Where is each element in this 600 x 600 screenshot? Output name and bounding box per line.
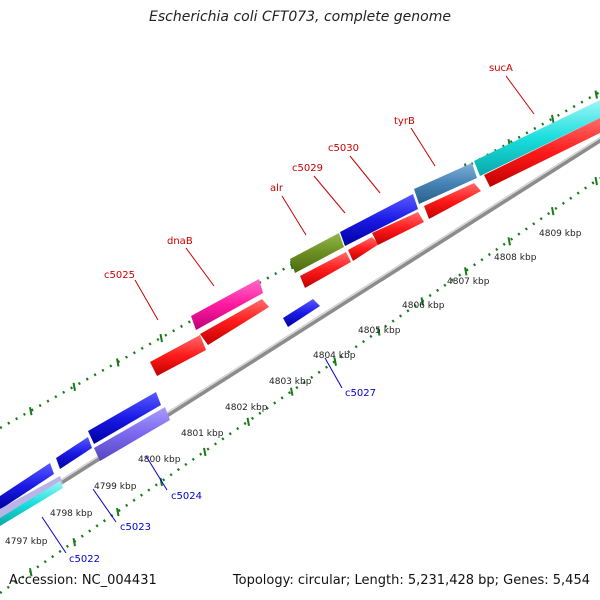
scale-label: 4798 kbp bbox=[50, 509, 93, 519]
gene-labels-forward: c5025 dnaB alr c5029 c5030 tyrB sucA bbox=[104, 63, 535, 321]
gene-label: c5023 bbox=[120, 522, 151, 533]
leader-line bbox=[134, 279, 159, 321]
leader-line bbox=[92, 488, 117, 523]
map-title: Escherichia coli CFT073, complete genome bbox=[149, 9, 451, 25]
accession-text: Accession: NC_004431 bbox=[9, 573, 157, 588]
cds-arrow bbox=[200, 299, 269, 345]
genome-summary-text: Topology: circular; Length: 5,231,428 bp… bbox=[232, 573, 590, 588]
leader-line bbox=[505, 75, 535, 115]
scale-label: 4805 kbp bbox=[358, 326, 401, 336]
scale-label: 4807 kbp bbox=[447, 277, 490, 287]
scale-label: 4799 kbp bbox=[94, 482, 137, 492]
gene-label: dnaB bbox=[167, 236, 193, 247]
tick-mark bbox=[507, 237, 511, 246]
cds-arrow bbox=[484, 118, 600, 187]
tick-mark bbox=[116, 507, 120, 517]
tick-mark bbox=[29, 568, 33, 577]
scale-label: 4800 kbp bbox=[138, 455, 181, 465]
cds-dnaB bbox=[191, 279, 263, 330]
tick-mark bbox=[594, 90, 598, 99]
tick-mark bbox=[159, 333, 163, 343]
cds-block bbox=[56, 437, 92, 469]
cds-c5024 bbox=[94, 407, 170, 461]
reverse-lower-track bbox=[0, 407, 170, 526]
cds-c5030 bbox=[340, 194, 418, 246]
reverse-strand-track bbox=[0, 100, 600, 509]
forward-strand-track bbox=[150, 118, 600, 376]
cds-arrow bbox=[283, 299, 320, 327]
scale-label: 4802 kbp bbox=[225, 403, 268, 413]
tick-mark bbox=[551, 114, 555, 124]
tick-mark bbox=[29, 407, 33, 416]
leader-line bbox=[145, 455, 168, 491]
cds-c5023 bbox=[0, 476, 63, 518]
cds-block bbox=[0, 463, 54, 509]
scale-label: 4804 kbp bbox=[313, 351, 356, 361]
leader-line bbox=[281, 195, 307, 236]
scale-label: 4808 kbp bbox=[494, 253, 537, 263]
gene-label: c5025 bbox=[104, 270, 135, 281]
tick-mark bbox=[333, 357, 337, 366]
leader-line bbox=[41, 516, 67, 554]
scale-label: 4801 kbp bbox=[181, 429, 224, 439]
gene-label: tyrB bbox=[394, 116, 415, 127]
tick-mark bbox=[377, 327, 381, 336]
cds-c5022 bbox=[0, 481, 63, 526]
tick-mark bbox=[551, 207, 555, 216]
scale-label: 4797 kbp bbox=[5, 537, 48, 547]
tick-mark bbox=[72, 537, 76, 547]
tick-mark bbox=[72, 382, 76, 392]
cds-alr bbox=[290, 233, 344, 273]
gene-label: c5029 bbox=[292, 163, 323, 174]
cds-arrow bbox=[300, 252, 351, 288]
tick-mark bbox=[290, 387, 294, 396]
tick-mark bbox=[464, 267, 468, 276]
cds-arrow bbox=[424, 183, 481, 219]
leader-line bbox=[324, 357, 343, 389]
gene-label: alr bbox=[270, 183, 284, 194]
tick-mark bbox=[203, 447, 207, 457]
cds-block bbox=[88, 392, 161, 444]
tick-mark bbox=[246, 417, 250, 426]
scale-label: 4803 kbp bbox=[269, 377, 312, 387]
scale-label: 4806 kbp bbox=[402, 301, 445, 311]
leader-line bbox=[410, 127, 436, 167]
genome-backbone-highlight bbox=[0, 137, 600, 520]
scale-labels: 4797 kbp 4798 kbp 4799 kbp 4800 kbp 4801 kbp… bbox=[5, 229, 582, 547]
gene-label: c5022 bbox=[69, 554, 100, 565]
leader-line bbox=[185, 247, 215, 287]
gene-label: c5027 bbox=[345, 388, 376, 399]
scale-label: 4809 kbp bbox=[539, 229, 582, 239]
cds-arrow bbox=[372, 212, 424, 245]
cds-arrow bbox=[348, 237, 379, 261]
tick-mark bbox=[116, 358, 120, 367]
gene-label: c5024 bbox=[171, 491, 202, 502]
cds-c5025 bbox=[150, 335, 206, 376]
cds-tyrB bbox=[414, 163, 477, 204]
gene-labels-reverse: c5022 c5023 c5024 c5027 bbox=[41, 357, 376, 565]
leader-line bbox=[313, 175, 346, 214]
gene-label: sucA bbox=[489, 63, 513, 74]
tick-mark bbox=[420, 297, 424, 306]
gene-label: c5030 bbox=[328, 143, 359, 154]
tick-mark bbox=[594, 176, 598, 186]
cds-sucA bbox=[474, 100, 600, 176]
leader-line bbox=[349, 155, 381, 194]
